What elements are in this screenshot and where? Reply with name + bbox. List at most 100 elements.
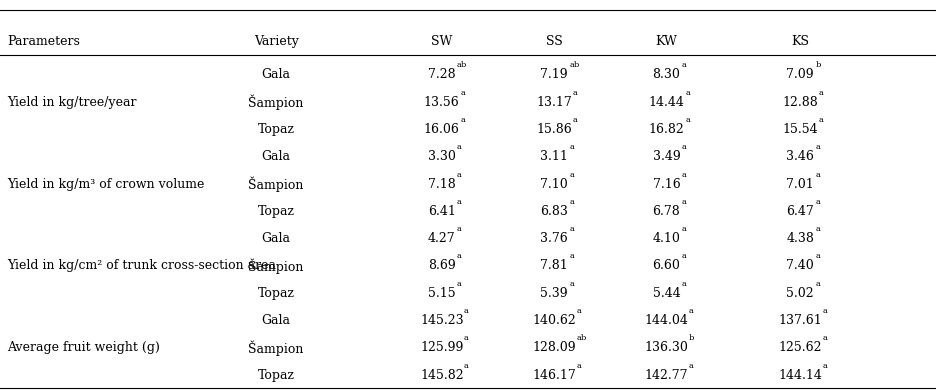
Text: a: a	[815, 252, 821, 261]
Text: a: a	[569, 280, 575, 288]
Text: a: a	[681, 225, 687, 233]
Text: 142.77: 142.77	[645, 369, 688, 382]
Text: KS: KS	[791, 35, 810, 48]
Text: a: a	[819, 89, 824, 97]
Text: Gala: Gala	[262, 314, 290, 327]
Text: Šampion: Šampion	[248, 340, 304, 356]
Text: 16.06: 16.06	[424, 123, 460, 136]
Text: 7.81: 7.81	[540, 259, 568, 273]
Text: 145.82: 145.82	[420, 369, 463, 382]
Text: Variety: Variety	[254, 35, 299, 48]
Text: a: a	[573, 116, 578, 124]
Text: 6.78: 6.78	[652, 205, 680, 218]
Text: a: a	[689, 362, 694, 370]
Text: a: a	[823, 334, 827, 342]
Text: SW: SW	[431, 35, 452, 48]
Text: 128.09: 128.09	[533, 341, 576, 355]
Text: a: a	[569, 252, 575, 261]
Text: Parameters: Parameters	[7, 35, 80, 48]
Text: a: a	[815, 280, 821, 288]
Text: 4.27: 4.27	[428, 232, 456, 245]
Text: a: a	[577, 307, 581, 315]
Text: a: a	[689, 307, 694, 315]
Text: a: a	[815, 225, 821, 233]
Text: a: a	[569, 170, 575, 179]
Text: a: a	[681, 170, 687, 179]
Text: Gala: Gala	[262, 150, 290, 163]
Text: ab: ab	[457, 61, 467, 69]
Text: 3.49: 3.49	[652, 150, 680, 163]
Text: 140.62: 140.62	[533, 314, 576, 327]
Text: 15.86: 15.86	[536, 123, 572, 136]
Text: a: a	[457, 143, 462, 151]
Text: Yield in kg/cm² of trunk cross-section area: Yield in kg/cm² of trunk cross-section a…	[7, 259, 276, 273]
Text: Gala: Gala	[262, 68, 290, 82]
Text: 144.04: 144.04	[645, 314, 688, 327]
Text: 5.39: 5.39	[540, 287, 568, 300]
Text: a: a	[464, 362, 469, 370]
Text: 4.10: 4.10	[652, 232, 680, 245]
Text: Topaz: Topaz	[257, 369, 295, 382]
Text: Šampion: Šampion	[248, 176, 304, 192]
Text: 144.14: 144.14	[779, 369, 822, 382]
Text: a: a	[569, 225, 575, 233]
Text: a: a	[457, 170, 462, 179]
Text: SS: SS	[546, 35, 563, 48]
Text: a: a	[457, 280, 462, 288]
Text: 6.47: 6.47	[786, 205, 814, 218]
Text: a: a	[569, 198, 575, 206]
Text: 125.99: 125.99	[420, 341, 463, 355]
Text: 7.01: 7.01	[786, 177, 814, 191]
Text: a: a	[457, 225, 462, 233]
Text: a: a	[681, 280, 687, 288]
Text: Topaz: Topaz	[257, 123, 295, 136]
Text: 145.23: 145.23	[420, 314, 463, 327]
Text: a: a	[819, 116, 824, 124]
Text: a: a	[461, 116, 465, 124]
Text: 136.30: 136.30	[645, 341, 688, 355]
Text: b: b	[815, 61, 821, 69]
Text: 146.17: 146.17	[533, 369, 576, 382]
Text: a: a	[457, 198, 462, 206]
Text: 7.18: 7.18	[428, 177, 456, 191]
Text: a: a	[464, 334, 469, 342]
Text: a: a	[815, 198, 821, 206]
Text: a: a	[685, 89, 690, 97]
Text: Gala: Gala	[262, 232, 290, 245]
Text: 5.02: 5.02	[786, 287, 814, 300]
Text: 125.62: 125.62	[779, 341, 822, 355]
Text: 4.38: 4.38	[786, 232, 814, 245]
Text: a: a	[685, 116, 690, 124]
Text: 3.30: 3.30	[428, 150, 456, 163]
Text: 3.46: 3.46	[786, 150, 814, 163]
Text: 7.28: 7.28	[428, 68, 456, 82]
Text: a: a	[815, 170, 821, 179]
Text: Yield in kg/m³ of crown volume: Yield in kg/m³ of crown volume	[7, 177, 205, 191]
Text: 6.41: 6.41	[428, 205, 456, 218]
Text: a: a	[681, 61, 687, 69]
Text: 8.30: 8.30	[652, 68, 680, 82]
Text: a: a	[573, 89, 578, 97]
Text: a: a	[464, 307, 469, 315]
Text: 3.11: 3.11	[540, 150, 568, 163]
Text: Yield in kg/tree/year: Yield in kg/tree/year	[7, 96, 137, 109]
Text: a: a	[681, 198, 687, 206]
Text: Average fruit weight (g): Average fruit weight (g)	[7, 341, 160, 355]
Text: a: a	[815, 143, 821, 151]
Text: a: a	[461, 89, 465, 97]
Text: 7.19: 7.19	[540, 68, 568, 82]
Text: 7.10: 7.10	[540, 177, 568, 191]
Text: b: b	[689, 334, 694, 342]
Text: 7.16: 7.16	[652, 177, 680, 191]
Text: a: a	[457, 252, 462, 261]
Text: 15.54: 15.54	[782, 123, 818, 136]
Text: 13.17: 13.17	[536, 96, 572, 109]
Text: a: a	[681, 252, 687, 261]
Text: ab: ab	[569, 61, 579, 69]
Text: a: a	[823, 307, 827, 315]
Text: a: a	[569, 143, 575, 151]
Text: 3.76: 3.76	[540, 232, 568, 245]
Text: 13.56: 13.56	[424, 96, 460, 109]
Text: Topaz: Topaz	[257, 287, 295, 300]
Text: Topaz: Topaz	[257, 205, 295, 218]
